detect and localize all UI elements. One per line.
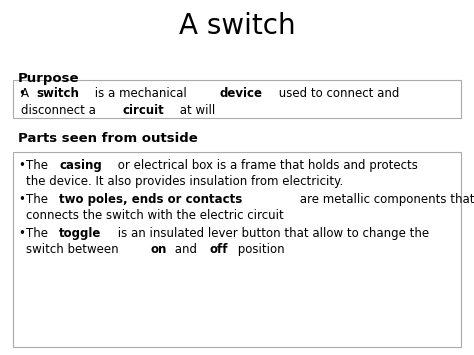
Text: circuit: circuit [122,104,164,116]
Text: device: device [220,87,263,100]
Text: or electrical box is a frame that holds and protects: or electrical box is a frame that holds … [114,159,418,172]
Text: A: A [21,87,33,100]
Text: switch between: switch between [26,242,122,256]
FancyBboxPatch shape [13,80,461,118]
Text: The: The [26,159,52,172]
Text: are metallic components that: are metallic components that [296,193,474,206]
Text: •: • [18,87,25,100]
Text: and: and [172,242,201,256]
Text: •: • [18,159,25,172]
Text: on: on [150,242,167,256]
Text: •: • [18,227,25,240]
Text: disconnect a: disconnect a [21,104,100,116]
Text: two poles, ends or contacts: two poles, ends or contacts [59,193,243,206]
Text: Purpose: Purpose [18,72,80,85]
Text: connects the switch with the electric circuit: connects the switch with the electric ci… [26,208,284,222]
Text: used to connect and: used to connect and [275,87,400,100]
Text: at will: at will [176,104,216,116]
Text: is a mechanical: is a mechanical [91,87,191,100]
Text: casing: casing [59,159,102,172]
Text: the device. It also provides insulation from electricity.: the device. It also provides insulation … [26,175,343,187]
Text: switch: switch [36,87,79,100]
Text: is an insulated lever button that allow to change the: is an insulated lever button that allow … [114,227,429,240]
Text: A switch: A switch [179,12,295,40]
Text: The: The [26,193,52,206]
Text: off: off [210,242,228,256]
Text: Parts seen from outside: Parts seen from outside [18,132,198,145]
FancyBboxPatch shape [13,152,461,347]
Text: position: position [234,242,284,256]
Text: •: • [18,193,25,206]
Text: toggle: toggle [59,227,101,240]
Text: The: The [26,227,52,240]
